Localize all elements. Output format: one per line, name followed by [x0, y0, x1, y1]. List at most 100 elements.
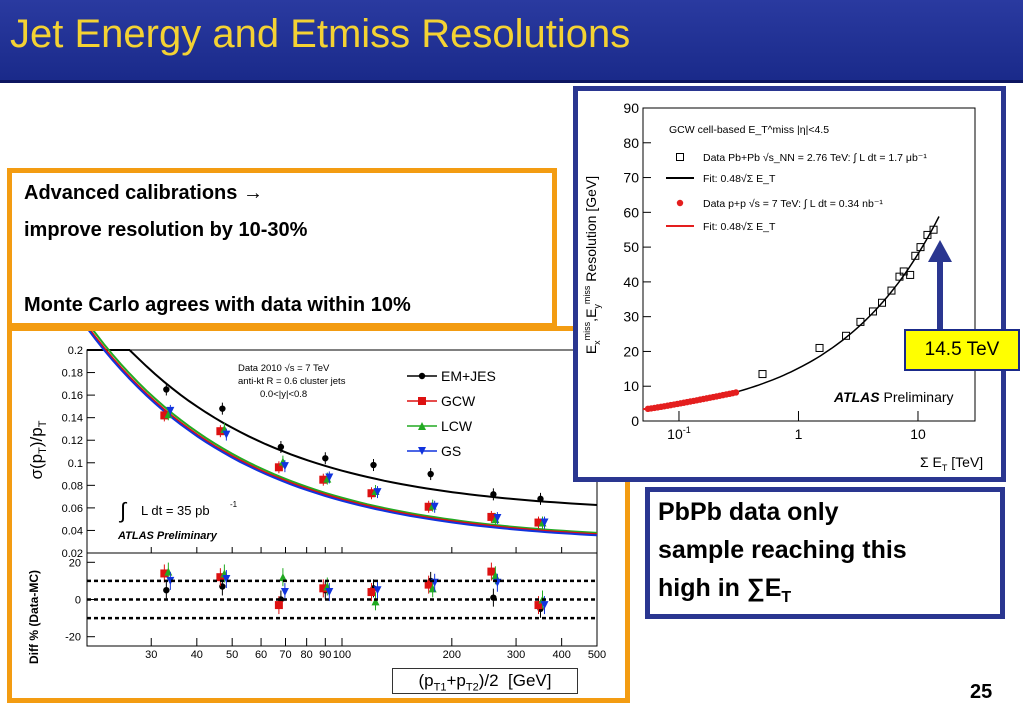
etmiss-point-pbpb [758, 370, 767, 379]
etmiss-chart-frame [573, 86, 1006, 482]
jet-ratio-point [222, 575, 231, 584]
jet-ratio-ytick-label: 0 [75, 595, 81, 607]
etmiss-point-pbpb [911, 251, 920, 260]
jet-ratio-point [166, 576, 175, 585]
etmiss-point-pbpb [906, 270, 915, 279]
etmiss-ytick-label: 60 [623, 204, 639, 220]
jet-legend-marker [418, 447, 426, 455]
etmiss-point-pbpb [842, 331, 851, 340]
jet-point-emjes [490, 491, 497, 498]
jet-annotation-3: 0.0<|y|<0.8 [260, 389, 307, 400]
jet-xtick-label: 400 [552, 649, 570, 661]
jet-ratio-y-label: Diff % (Data-MC) [27, 570, 41, 664]
jet-point-gs [325, 473, 334, 482]
pbpb-line-3: high in ∑ET [658, 574, 791, 607]
etmiss-xtick-label: 1 [795, 426, 803, 442]
jet-legend: EM+JES GCW LCW GS [407, 368, 496, 459]
etmiss-point-pbpb [878, 298, 887, 307]
jet-ratio-ytick-label: 20 [69, 557, 81, 569]
etmiss-legend-title: GCW cell-based E_T^miss |η|<4.5 [669, 124, 829, 136]
jet-ytick-label: 0.04 [62, 525, 83, 537]
jet-lumi-text: L dt = 35 pb [141, 503, 210, 518]
jet-resolution-chart: 0.02 0.04 0.06 0.08 0.1 0.12 0.14 0.16 0.18 0.2 3… [12, 331, 625, 698]
jet-y-axis-label: σ(pT)/pT [27, 420, 49, 479]
pbpb-line-3-text: high in ∑E [658, 574, 782, 602]
jet-resolution-chart-frame [7, 326, 630, 703]
etmiss-xtick-label: 10 [910, 426, 926, 442]
jet-ratio-point [274, 601, 283, 610]
jet-ytick-label: 0.16 [62, 390, 83, 402]
etmiss-point-pp [732, 389, 740, 396]
etmiss-y-axis-label: Exmiss,Eymiss Resolution [GeV] [582, 176, 602, 354]
jet-ytick-label: 0.12 [62, 435, 83, 447]
page-number: 25 [970, 681, 993, 703]
jet-point-gcw [216, 427, 225, 436]
jet-annotation-2: anti-kt R = 0.6 cluster jets [238, 376, 346, 387]
jet-point-gs [166, 406, 175, 415]
jet-ratio-ytick-label: -20 [65, 632, 81, 644]
jet-ytick-label: 0.1 [68, 458, 83, 470]
jet-point-emjes [370, 461, 377, 469]
etmiss-chart: 0 10 20 30 40 50 60 70 80 90 10 -1 1 10 GCW cell-bas… [578, 91, 1001, 477]
jet-xtick-label: 100 [333, 649, 351, 661]
jet-ratio-point [534, 601, 543, 610]
jet-xtick-label: 50 [226, 649, 238, 661]
slide-title: Jet Energy and Etmiss Resolutions [10, 12, 631, 56]
jet-legend-label: LCW [441, 418, 473, 434]
advanced-calibrations-box: Advanced calibrations → improve resoluti… [7, 168, 557, 328]
etmiss-ytick-label: 50 [623, 239, 639, 255]
jet-ytick-label: 0.02 [62, 548, 83, 560]
jet-xtick-label: 500 [588, 649, 606, 661]
jet-x-ticks: 30 40 50 60 70 80 90 100 200 300 400 500 [145, 547, 606, 661]
jet-ratio-point [373, 586, 382, 595]
jet-point-gs [540, 518, 549, 527]
jet-legend-label: GCW [441, 393, 476, 409]
jet-ratio-point [280, 588, 289, 597]
jet-brand-label: ATLAS Preliminary [117, 530, 218, 542]
jet-xtick-label: 30 [145, 649, 157, 661]
jet-point-gs [493, 514, 502, 523]
jet-ratio-point [278, 573, 287, 582]
jet-point-emjes [322, 455, 329, 462]
jet-ratio-point [367, 588, 376, 597]
jet-ratio-point [319, 584, 328, 593]
etmiss-point-pbpb [923, 230, 932, 239]
jet-ytick-label: 0.08 [62, 480, 83, 492]
jet-point-emjes [219, 405, 226, 412]
arrow-up-icon [928, 240, 952, 330]
jet-xtick-label: 90 [319, 649, 331, 661]
pbpb-line-2: sample reaching this [658, 536, 907, 564]
jet-point-gs [280, 462, 289, 471]
etmiss-legend-label: Data Pb+Pb √s_NN = 2.76 TeV: ∫ L dt = 1.… [703, 152, 927, 164]
pbpb-box: PbPb data only sample reaching this high… [645, 487, 1005, 619]
jet-ratio-point [325, 588, 334, 597]
etmiss-legend-label: Fit: 0.48√Σ E_T [703, 173, 776, 185]
jet-annotation-1: Data 2010 √s = 7 TeV [238, 363, 330, 374]
jet-ratio-point [371, 597, 380, 606]
jet-legend-marker [418, 422, 426, 430]
jet-ratio-dashed-lines [87, 579, 597, 620]
jet-xtick-label: 80 [301, 649, 313, 661]
jet-point-gs [222, 430, 231, 439]
fit-curve-emjes [87, 349, 598, 506]
jet-point-gcw [424, 502, 433, 511]
etmiss-ytick-label: 0 [631, 413, 639, 429]
etmiss-legend: GCW cell-based E_T^miss |η|<4.5 Data Pb+P… [666, 124, 927, 233]
jet-legend-marker [418, 397, 426, 405]
jet-legend-label: EM+JES [441, 368, 496, 384]
etmiss-ytick-label: 10 [623, 378, 639, 394]
etmiss-x-axis-label: Σ ET [TeV] [920, 454, 983, 473]
pbpb-line-1: PbPb data only [658, 498, 839, 526]
jet-point-gcw [487, 512, 496, 521]
etmiss-point-pbpb [929, 225, 938, 234]
jet-point-gcw [319, 475, 328, 484]
etmiss-y-ticks: 0 10 20 30 40 50 60 70 80 90 [623, 100, 651, 429]
jet-ratio-point [487, 567, 496, 576]
jet-legend-marker [418, 372, 426, 380]
jet-ratio-point [424, 580, 433, 589]
jet-point-gcw [274, 463, 283, 472]
jet-data-points [160, 383, 549, 529]
jet-point-gcw [160, 411, 169, 420]
jet-point-gcw [367, 489, 376, 498]
fit-curve-gcw [89, 331, 598, 536]
